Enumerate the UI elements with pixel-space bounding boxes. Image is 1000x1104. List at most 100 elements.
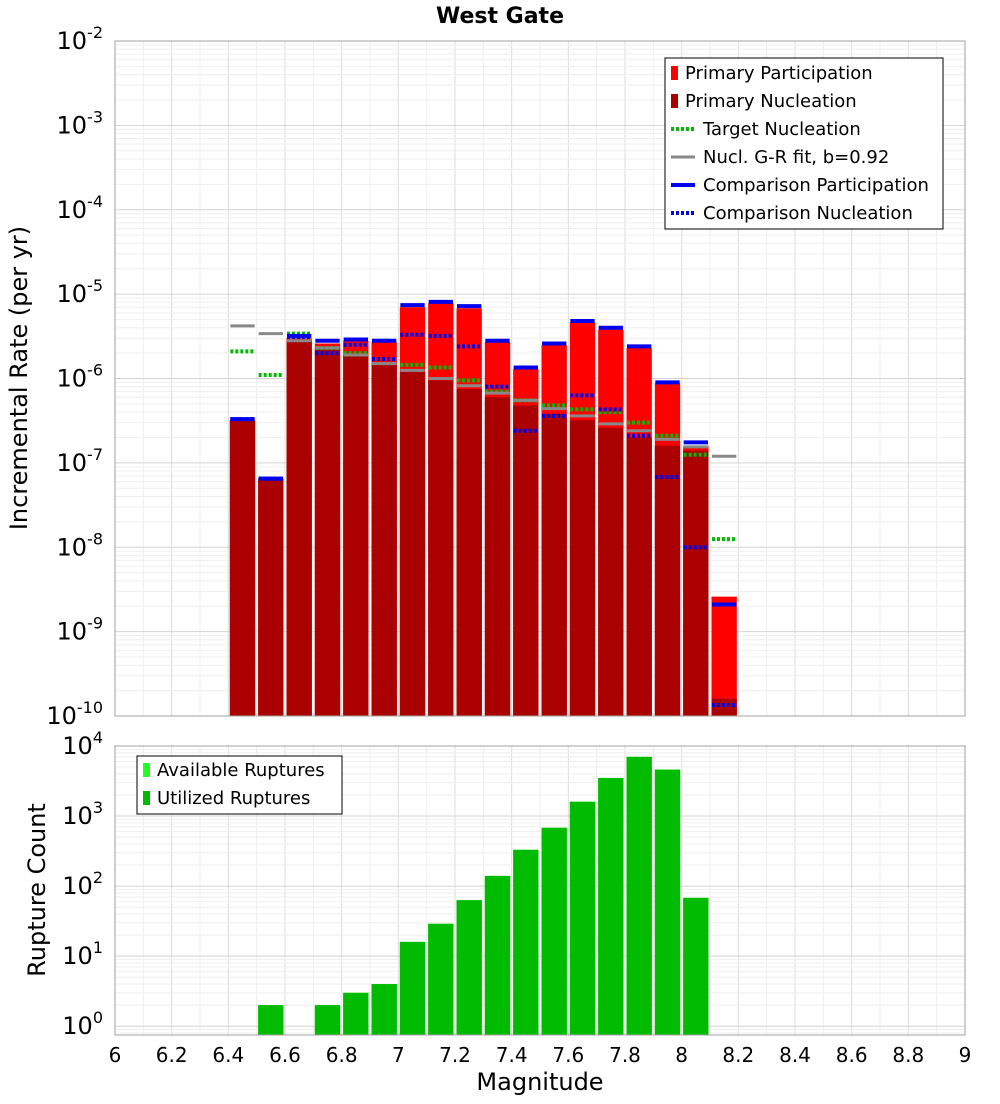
bottom-bar	[569, 801, 596, 1035]
top-y-tick-exponent: -6	[87, 361, 103, 380]
bottom-bar	[399, 941, 426, 1035]
bottom-y-tick-exponent: 1	[93, 938, 103, 957]
top-plot-frame	[114, 40, 966, 717]
legend-box	[136, 755, 343, 815]
bottom-y-tick-base: 10	[62, 872, 93, 900]
bottom-x-tick-label: 7.2	[439, 1043, 471, 1067]
bottom-y-tick-label: 100	[62, 1008, 103, 1040]
top-bar	[626, 437, 652, 716]
bottom-bar	[258, 1005, 284, 1035]
top-y-tick-base: 10	[57, 196, 88, 224]
bottom-y-tick-label: 102	[62, 868, 103, 900]
legend-label: Target Nucleation	[702, 119, 861, 140]
top-bar	[513, 405, 539, 716]
top-y-tick-base: 10	[57, 533, 88, 561]
bottom-y-tick-base: 10	[62, 1012, 93, 1040]
chart-title: West Gate	[436, 4, 564, 29]
bottom-bar	[428, 923, 454, 1035]
bottom-bar	[626, 756, 652, 1035]
top-y-tick-exponent: -5	[87, 276, 103, 295]
top-y-axis-label: Incremental Rate (per yr)	[5, 226, 33, 530]
top-y-tick-label: 10-10	[46, 698, 103, 730]
top-bar	[399, 371, 426, 716]
top-y-tick-label: 10-2	[57, 23, 104, 55]
top-y-tick-label: 10-4	[57, 192, 104, 224]
bottom-x-tick-label: 6.8	[326, 1043, 358, 1067]
bottom-bar	[484, 875, 511, 1035]
legend-swatch	[143, 791, 150, 805]
bottom-series-utilized-ruptures	[258, 756, 709, 1035]
bottom-bar	[456, 900, 482, 1035]
top-series-primary-nucleation	[229, 340, 737, 716]
bottom-plot-frame	[114, 745, 966, 1036]
top-bar	[683, 450, 709, 716]
legend-swatch	[671, 66, 678, 80]
top-y-tick-exponent: -2	[87, 23, 103, 42]
bottom-bar	[654, 769, 681, 1035]
bottom-bar	[314, 1005, 341, 1035]
top-y-tick-exponent: -3	[87, 107, 103, 126]
top-bar	[258, 478, 284, 716]
bottom-y-tick-exponent: 3	[93, 798, 103, 817]
top-series-comparison-nucleation	[230, 332, 737, 708]
top-legend: Primary Participation Primary Nucleation T…	[664, 57, 944, 230]
top-y-tick-base: 10	[57, 280, 88, 308]
top-series-comparison-participation	[230, 299, 737, 607]
top-y-tick-label: 10-7	[57, 445, 104, 477]
bottom-x-tick-label: 6.4	[212, 1043, 244, 1067]
bottom-x-tick-label: 7.8	[609, 1043, 641, 1067]
top-y-tick-exponent: -7	[87, 445, 103, 464]
top-y-tick-base: 10	[46, 702, 77, 730]
top-grid	[114, 40, 966, 717]
legend-label: Primary Nucleation	[685, 91, 857, 112]
top-bar	[711, 698, 737, 716]
legend-label: Utilized Ruptures	[157, 788, 310, 809]
top-y-tick-exponent: -9	[87, 614, 103, 633]
bottom-y-tick-label: 101	[62, 938, 103, 970]
bottom-y-tick-exponent: 0	[93, 1008, 103, 1027]
bottom-bar	[343, 992, 369, 1035]
bottom-x-tick-label: 8.4	[779, 1043, 811, 1067]
top-bar	[314, 347, 341, 716]
top-y-tick-base: 10	[57, 449, 88, 477]
top-y-tick-base: 10	[57, 365, 88, 393]
top-y-tick-base: 10	[57, 618, 88, 646]
bottom-x-tick-label: 6.6	[269, 1043, 301, 1067]
bottom-legend: Available Ruptures Utilized Ruptures	[136, 755, 343, 815]
legend-swatch	[671, 94, 678, 108]
top-bar	[484, 397, 511, 716]
bottom-x-tick-label: 7.6	[552, 1043, 584, 1067]
top-series-nucl-g-r-fit-b-0-92	[230, 324, 737, 458]
top-bar	[541, 413, 567, 716]
top-bar	[456, 389, 482, 716]
top-y-tick-exponent: -4	[87, 192, 103, 211]
top-bar	[598, 427, 624, 716]
top-bar	[371, 363, 397, 716]
top-y-tick-exponent: -10	[77, 698, 103, 717]
legend-label: Primary Participation	[685, 63, 873, 84]
legend-box	[664, 57, 944, 230]
bottom-x-tick-label: 7	[392, 1043, 405, 1067]
bottom-bar	[371, 984, 397, 1035]
top-y-tick-label: 10-3	[57, 107, 104, 139]
bottom-x-tick-label: 7.4	[496, 1043, 528, 1067]
bottom-y-tick-base: 10	[62, 802, 93, 830]
legend-label: Comparison Participation	[703, 175, 929, 196]
bottom-bar	[541, 827, 567, 1035]
bottom-y-tick-base: 10	[62, 732, 93, 760]
bottom-bar	[683, 897, 709, 1035]
bottom-bar	[598, 777, 624, 1035]
top-bar	[229, 420, 256, 716]
legend-label: Available Ruptures	[157, 760, 325, 781]
top-y-tick-label: 10-5	[57, 276, 104, 308]
top-y-tick-label: 10-6	[57, 361, 104, 393]
bottom-y-tick-label: 104	[62, 728, 103, 760]
bottom-x-tick-label: 6.2	[156, 1043, 188, 1067]
top-y-tick-label: 10-9	[57, 614, 104, 646]
legend-label: Nucl. G-R fit, b=0.92	[703, 147, 889, 168]
bottom-y-axis-label: Rupture Count	[23, 803, 51, 977]
top-bar	[654, 445, 681, 716]
top-y-tick-base: 10	[57, 111, 88, 139]
